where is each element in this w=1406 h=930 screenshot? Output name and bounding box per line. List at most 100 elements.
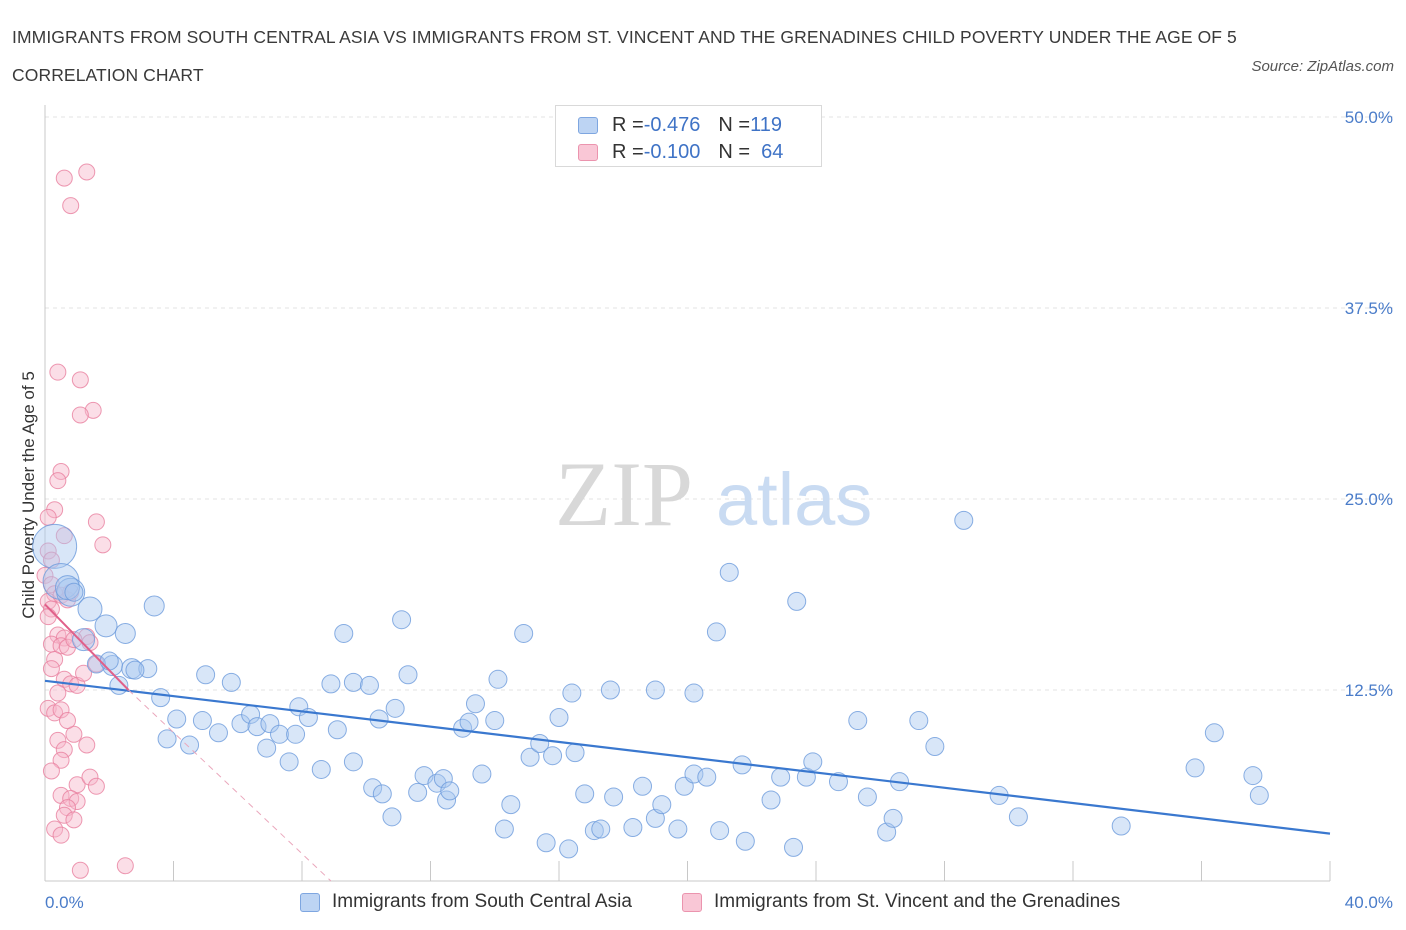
data-point (520, 747, 540, 767)
data-point (55, 527, 73, 545)
data-point (64, 582, 84, 602)
data-point (49, 472, 67, 490)
x-tick-labels: 0.0% 40.0% (45, 893, 1393, 912)
data-point (954, 510, 974, 530)
data-point (828, 772, 848, 792)
data-point (71, 861, 89, 879)
data-point (501, 795, 521, 815)
data-point (1185, 758, 1205, 778)
chart-title: IMMIGRANTS FROM SOUTH CENTRAL ASIA VS IM… (12, 27, 1237, 85)
data-point (710, 821, 730, 841)
y-tick-label: 25.0% (1345, 490, 1393, 509)
bottom-legend-swatch-blue (300, 892, 320, 912)
trend-line-st-vincent-extension (128, 689, 332, 882)
trend-lines (44, 603, 1331, 882)
data-point (196, 665, 216, 685)
data-point (1249, 785, 1269, 805)
data-point (84, 401, 102, 419)
data-point (1243, 766, 1263, 786)
data-point (42, 660, 60, 678)
data-point (684, 683, 704, 703)
data-point (180, 735, 200, 755)
data-point (459, 712, 479, 732)
data-point (208, 723, 228, 743)
legend-row-south-central-asia: R = -0.476 N = 119 (578, 112, 782, 138)
data-point (771, 767, 791, 787)
axes (44, 105, 1331, 882)
trend-line-st-vincent (44, 603, 130, 691)
bottom-legend-south-central-asia: Immigrants from South Central Asia (300, 888, 632, 916)
data-point (392, 610, 412, 630)
data-point (49, 731, 67, 749)
data-point (735, 831, 755, 851)
data-point (706, 622, 726, 642)
data-point (72, 628, 96, 652)
legend-r-label: R = (612, 113, 644, 136)
data-point (157, 729, 177, 749)
data-point (565, 743, 585, 763)
data-point (363, 778, 383, 798)
legend-n-label: N = (718, 113, 751, 136)
data-point (192, 711, 212, 731)
data-point (584, 821, 604, 841)
data-point (55, 806, 73, 824)
data-point (65, 811, 83, 829)
data-point (600, 680, 620, 700)
data-point (55, 169, 73, 187)
data-point (114, 622, 136, 644)
data-point (761, 790, 781, 810)
data-point (1008, 807, 1028, 827)
bottom-legend-swatch-pink (682, 892, 702, 912)
data-point (514, 623, 534, 643)
data-point (803, 752, 823, 772)
data-point (143, 595, 165, 617)
data-point (87, 513, 105, 531)
watermark-zip: ZIP (555, 443, 693, 545)
data-point (440, 781, 460, 801)
data-point (71, 371, 89, 389)
legend-swatch-pink (578, 143, 598, 161)
data-point (125, 660, 145, 680)
correlation-legend: R = -0.476 N = 119 R = -0.100 N = 64 (555, 105, 822, 167)
data-point (78, 736, 96, 754)
data-point (62, 197, 80, 215)
data-point (247, 717, 267, 737)
data-point (58, 712, 76, 730)
data-point (77, 596, 103, 622)
data-point (334, 623, 354, 643)
data-point (39, 508, 57, 526)
data-point (1111, 816, 1131, 836)
data-point (52, 751, 70, 769)
legend-n-label: N = (718, 140, 751, 163)
data-point (408, 782, 428, 802)
data-point (559, 839, 579, 859)
data-point (857, 787, 877, 807)
data-point (719, 562, 739, 582)
data-point (433, 769, 453, 789)
legend-r-value: -0.100 (643, 140, 701, 163)
data-point (46, 650, 64, 668)
data-point (488, 669, 508, 689)
data-point (398, 665, 418, 685)
data-point (848, 711, 868, 731)
legend-r-value: -0.476 (643, 113, 701, 136)
y-axis-label: Child Poverty Under the Age of 5 (19, 371, 38, 619)
data-point (909, 711, 929, 731)
data-point (652, 795, 672, 815)
grid-lines (45, 116, 1395, 691)
data-point (359, 675, 379, 695)
data-point (75, 664, 93, 682)
data-point (94, 536, 112, 554)
data-point (633, 776, 653, 796)
data-point (39, 608, 57, 626)
data-point (42, 762, 60, 780)
legend-r-label: R = (612, 140, 644, 163)
data-point (591, 819, 611, 839)
data-point (52, 826, 70, 844)
data-point (116, 857, 134, 875)
data-point (382, 807, 402, 827)
data-point (39, 542, 57, 560)
watermark: ZIP atlas (555, 443, 872, 545)
data-point (46, 820, 64, 838)
